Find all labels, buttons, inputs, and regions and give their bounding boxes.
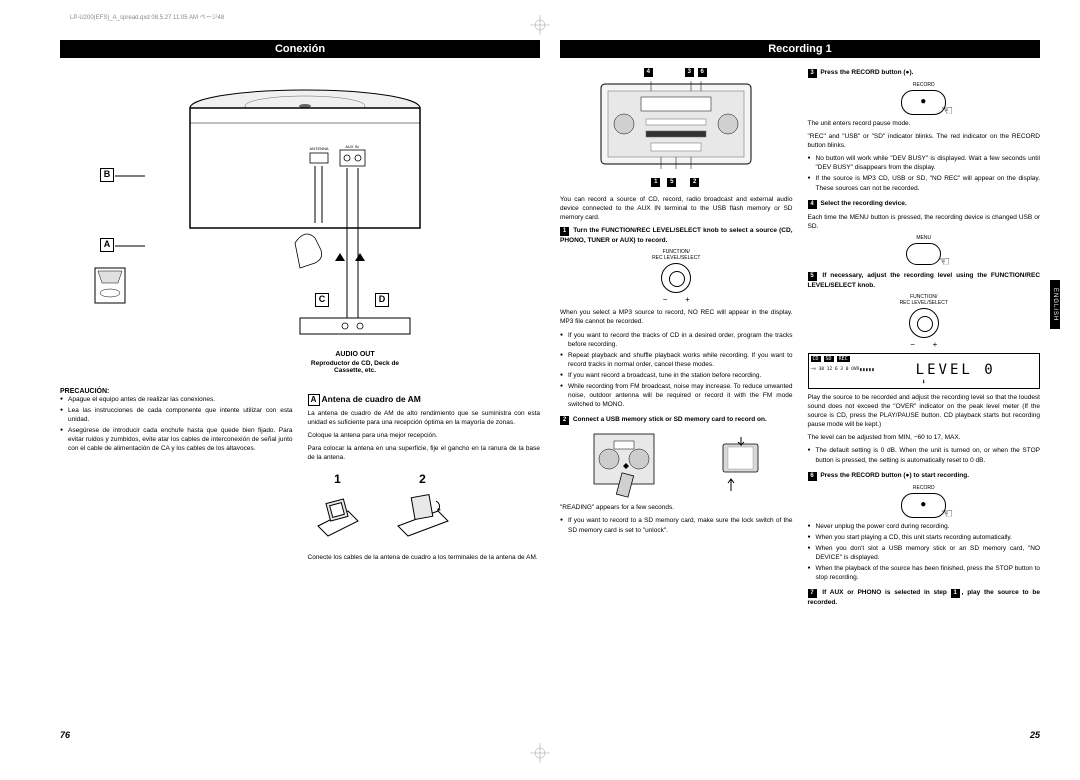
precaucion-list: Apague el equipo antes de realizar las c… <box>60 395 293 454</box>
antena-footer: Conecte los cables de la antena de cuadr… <box>308 553 541 562</box>
section-header-left: Conexión <box>60 40 540 58</box>
reading-note: "READING" appears for a few seconds. <box>560 503 793 512</box>
record-button-diagram-2: RECORD ☜ <box>808 485 1041 518</box>
knob-diagram-2: FUNCTION/ REC LEVEL/SELECT − + <box>808 294 1041 349</box>
audio-out-label: AUDIO OUT <box>300 351 410 358</box>
antena-p1: La antena de cuadro de AM de alto rendim… <box>308 409 541 427</box>
usb-diagram <box>584 429 664 499</box>
section-header-right: Recording 1 <box>560 40 1040 58</box>
knob-diagram-1: FUNCTION/ REC LEVEL/SELECT − + <box>560 249 793 304</box>
step1-bullets: If you want to record the tracks of CD i… <box>560 331 793 410</box>
antena-title: A Antena de cuadro de AM <box>308 394 541 406</box>
precaucion-title: PRECAUCIÓN: <box>60 388 293 395</box>
record-button-diagram-1: RECORD ☜ <box>808 82 1041 115</box>
step3-bullets: No button will work while "DEV BUSY" is … <box>808 154 1041 192</box>
page-number-left: 76 <box>60 730 70 740</box>
crop-mark-bottom <box>530 743 550 765</box>
svg-text:AUX IN: AUX IN <box>345 144 358 149</box>
step3: 3 Press the RECORD button (●). <box>808 68 1041 78</box>
step1: 1 Turn the FUNCTION/REC LEVEL/SELECT kno… <box>560 226 793 245</box>
crop-mark-top <box>530 15 550 37</box>
step5-bullets: The default setting is 0 dB. When the un… <box>808 446 1041 464</box>
antenna-step1-icon <box>308 486 368 541</box>
label-d: D <box>375 293 389 307</box>
step5: 5 If necessary, adjust the recording lev… <box>808 271 1041 290</box>
step3-p2: "REC" and "USB" or "SD" indicator blinks… <box>808 132 1041 150</box>
file-meta: LP-U200(EFS)_A_spread.qxd 08.5.27 11:05 … <box>70 12 224 21</box>
step4: 4 Select the recording device. <box>808 199 1041 209</box>
step4-p1: Each time the MENU button is pressed, th… <box>808 213 1041 231</box>
menu-button-diagram: MENU ☜ <box>808 235 1041 265</box>
antena-p3: Para colocar la antena en una superficie… <box>308 444 541 462</box>
step7: 7 If AUX or PHONO is selected in step 1,… <box>808 588 1041 607</box>
page-left: Conexión ANTENNA AUX IN <box>60 40 540 740</box>
mp3-note: When you select a MP3 source to record, … <box>560 308 793 326</box>
page-right: Recording 1 ENGLISH 4 3 6 <box>560 40 1040 740</box>
device-front-diagram <box>596 79 756 174</box>
svg-text:ANTENNA: ANTENNA <box>309 146 328 151</box>
step5-p1: Play the source to be recorded and adjus… <box>808 393 1041 429</box>
antena-p2: Coloque la antena para una mejor recepci… <box>308 431 541 440</box>
label-b: B <box>100 168 114 182</box>
page-number-right: 25 <box>1030 730 1040 740</box>
level-display: CD SD REC −∞ 30 12 6 3 0 OVR ▮▮▮▮▮ LEVEL… <box>808 353 1041 389</box>
sd-diagram <box>713 429 768 499</box>
step2: 2 Connect a USB memory stick or SD memor… <box>560 415 793 425</box>
language-tab: ENGLISH <box>1050 280 1060 329</box>
device-diagram: ANTENNA AUX IN <box>140 78 440 338</box>
label-c: C <box>315 293 329 307</box>
step3-p1: The unit enters record pause mode. <box>808 119 1041 128</box>
step5-p2: The level can be adjusted from MIN, −60 … <box>808 433 1041 442</box>
speaker-icon <box>90 263 135 313</box>
sd-note-list: If you want to record to a SD memory car… <box>560 516 793 534</box>
audio-out-sublabel: Reproductor de CD, Deck de Cassette, etc… <box>300 360 410 374</box>
label-a: A <box>100 238 114 252</box>
step6: 6 Press the RECORD button (●) to start r… <box>808 471 1041 481</box>
antenna-step2-icon <box>388 486 458 541</box>
intro-text: You can record a source of CD, record, r… <box>560 195 793 222</box>
step6-bullets: Never unplug the power cord during recor… <box>808 522 1041 583</box>
